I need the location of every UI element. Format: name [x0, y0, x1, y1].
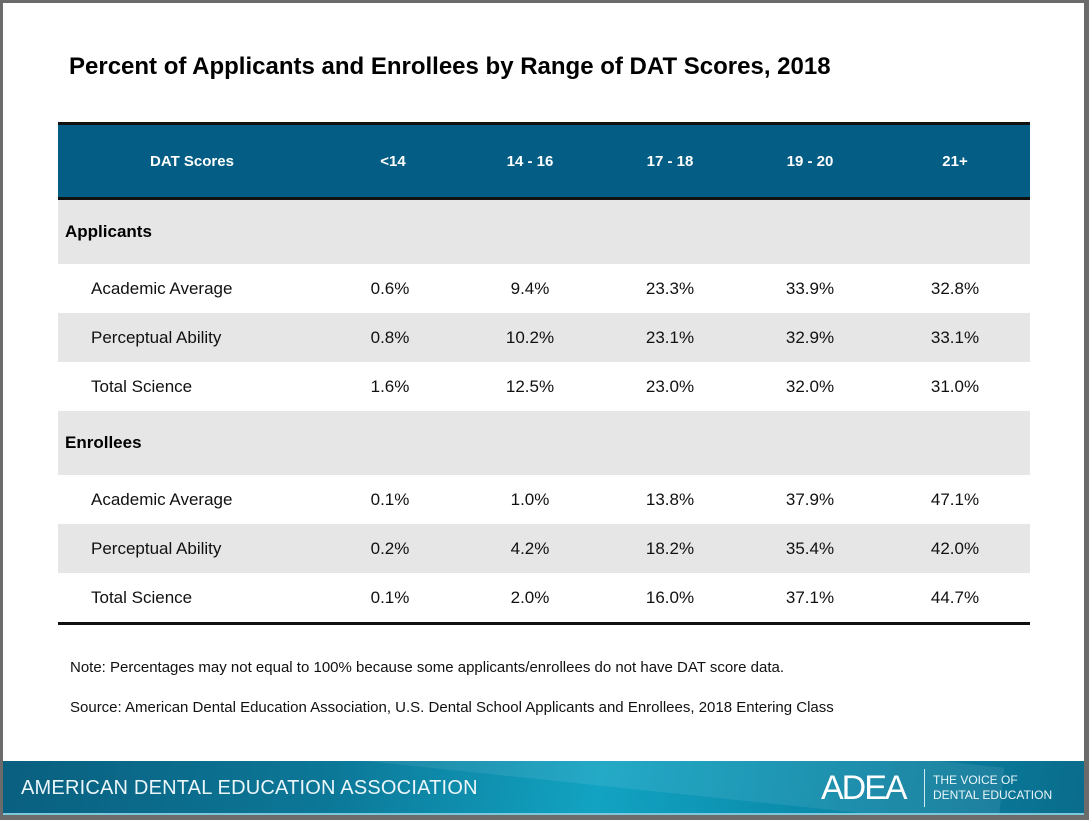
cell-value: 42.0% [930, 538, 980, 558]
header-19-20: 19 - 20 [786, 152, 834, 170]
footer-banner: AMERICAN DENTAL EDUCATION ASSOCIATION AD… [3, 761, 1084, 815]
group-label: Applicants [65, 222, 152, 241]
table-row: Total Science 1.6% 12.5% 23.0% 32.0% 31.… [58, 362, 1030, 411]
row-label: Academic Average [91, 278, 233, 298]
tagline-line-1: THE VOICE OF [933, 773, 1018, 787]
organization-name: AMERICAN DENTAL EDUCATION ASSOCIATION [21, 777, 478, 799]
adea-logo: ADEA [821, 769, 908, 807]
row-label: Academic Average [91, 489, 233, 509]
cell-value: 18.2% [645, 538, 695, 558]
cell-value: 32.9% [785, 327, 835, 347]
cell-value: 4.2% [510, 538, 550, 558]
slide-title: Percent of Applicants and Enrollees by R… [69, 53, 831, 80]
table-source: Source: American Dental Education Associ… [70, 699, 834, 716]
cell-value: 47.1% [930, 489, 980, 509]
banner-bottom-strip [3, 813, 1084, 815]
cell-value: 12.5% [505, 376, 555, 396]
cell-value: 0.8% [370, 327, 410, 347]
cell-value: 23.0% [645, 376, 695, 396]
header-21plus: 21+ [942, 152, 968, 170]
cell-value: 1.6% [370, 376, 410, 396]
cell-value: 37.9% [785, 489, 835, 509]
header-lt14: <14 [380, 152, 406, 170]
table-header-row: DAT Scores <14 14 - 16 17 - 18 19 - 20 2… [58, 122, 1030, 200]
cell-value: 33.1% [930, 327, 980, 347]
header-dat-scores: DAT Scores [150, 152, 234, 170]
table-row: Total Science 0.1% 2.0% 16.0% 37.1% 44.7… [58, 573, 1030, 622]
cell-value: 16.0% [645, 587, 695, 607]
tagline-line-2: DENTAL EDUCATION [933, 788, 1053, 802]
cell-value: 0.2% [370, 538, 410, 558]
header-14-16: 14 - 16 [506, 152, 554, 170]
cell-value: 0.1% [370, 489, 410, 509]
header-17-18: 17 - 18 [646, 152, 694, 170]
table-row: Academic Average 0.1% 1.0% 13.8% 37.9% 4… [58, 475, 1030, 524]
row-label: Perceptual Ability [91, 327, 222, 347]
cell-value: 44.7% [930, 587, 980, 607]
cell-value: 37.1% [785, 587, 835, 607]
cell-value: 13.8% [645, 489, 695, 509]
cell-value: 33.9% [785, 278, 835, 298]
table-row: Academic Average 0.6% 9.4% 23.3% 33.9% 3… [58, 264, 1030, 313]
cell-value: 35.4% [785, 538, 835, 558]
cell-value: 0.1% [370, 587, 410, 607]
row-label: Total Science [91, 376, 193, 396]
cell-value: 10.2% [505, 327, 555, 347]
cell-value: 9.4% [510, 278, 550, 298]
cell-value: 1.0% [510, 489, 550, 509]
row-label: Perceptual Ability [91, 538, 222, 558]
group-label: Enrollees [65, 433, 142, 452]
slide: Percent of Applicants and Enrollees by R… [3, 3, 1084, 815]
group-header-enrollees: Enrollees [58, 411, 1030, 475]
table-note: Note: Percentages may not equal to 100% … [70, 659, 785, 676]
cell-value: 0.6% [370, 278, 410, 298]
cell-value: 2.0% [510, 587, 550, 607]
table-bottom-rule [58, 622, 1030, 625]
table-row: Perceptual Ability 0.2% 4.2% 18.2% 35.4%… [58, 524, 1030, 573]
row-label: Total Science [91, 587, 193, 607]
cell-value: 32.0% [785, 376, 835, 396]
logo-divider [924, 769, 925, 807]
logo-tagline: THE VOICE OF DENTAL EDUCATION [933, 773, 1052, 803]
cell-value: 23.3% [645, 278, 695, 298]
cell-value: 31.0% [930, 376, 980, 396]
group-header-applicants: Applicants [58, 200, 1030, 264]
cell-value: 32.8% [930, 278, 980, 298]
dat-scores-table: DAT Scores <14 14 - 16 17 - 18 19 - 20 2… [58, 122, 1030, 625]
table-row: Perceptual Ability 0.8% 10.2% 23.1% 32.9… [58, 313, 1030, 362]
cell-value: 23.1% [645, 327, 695, 347]
